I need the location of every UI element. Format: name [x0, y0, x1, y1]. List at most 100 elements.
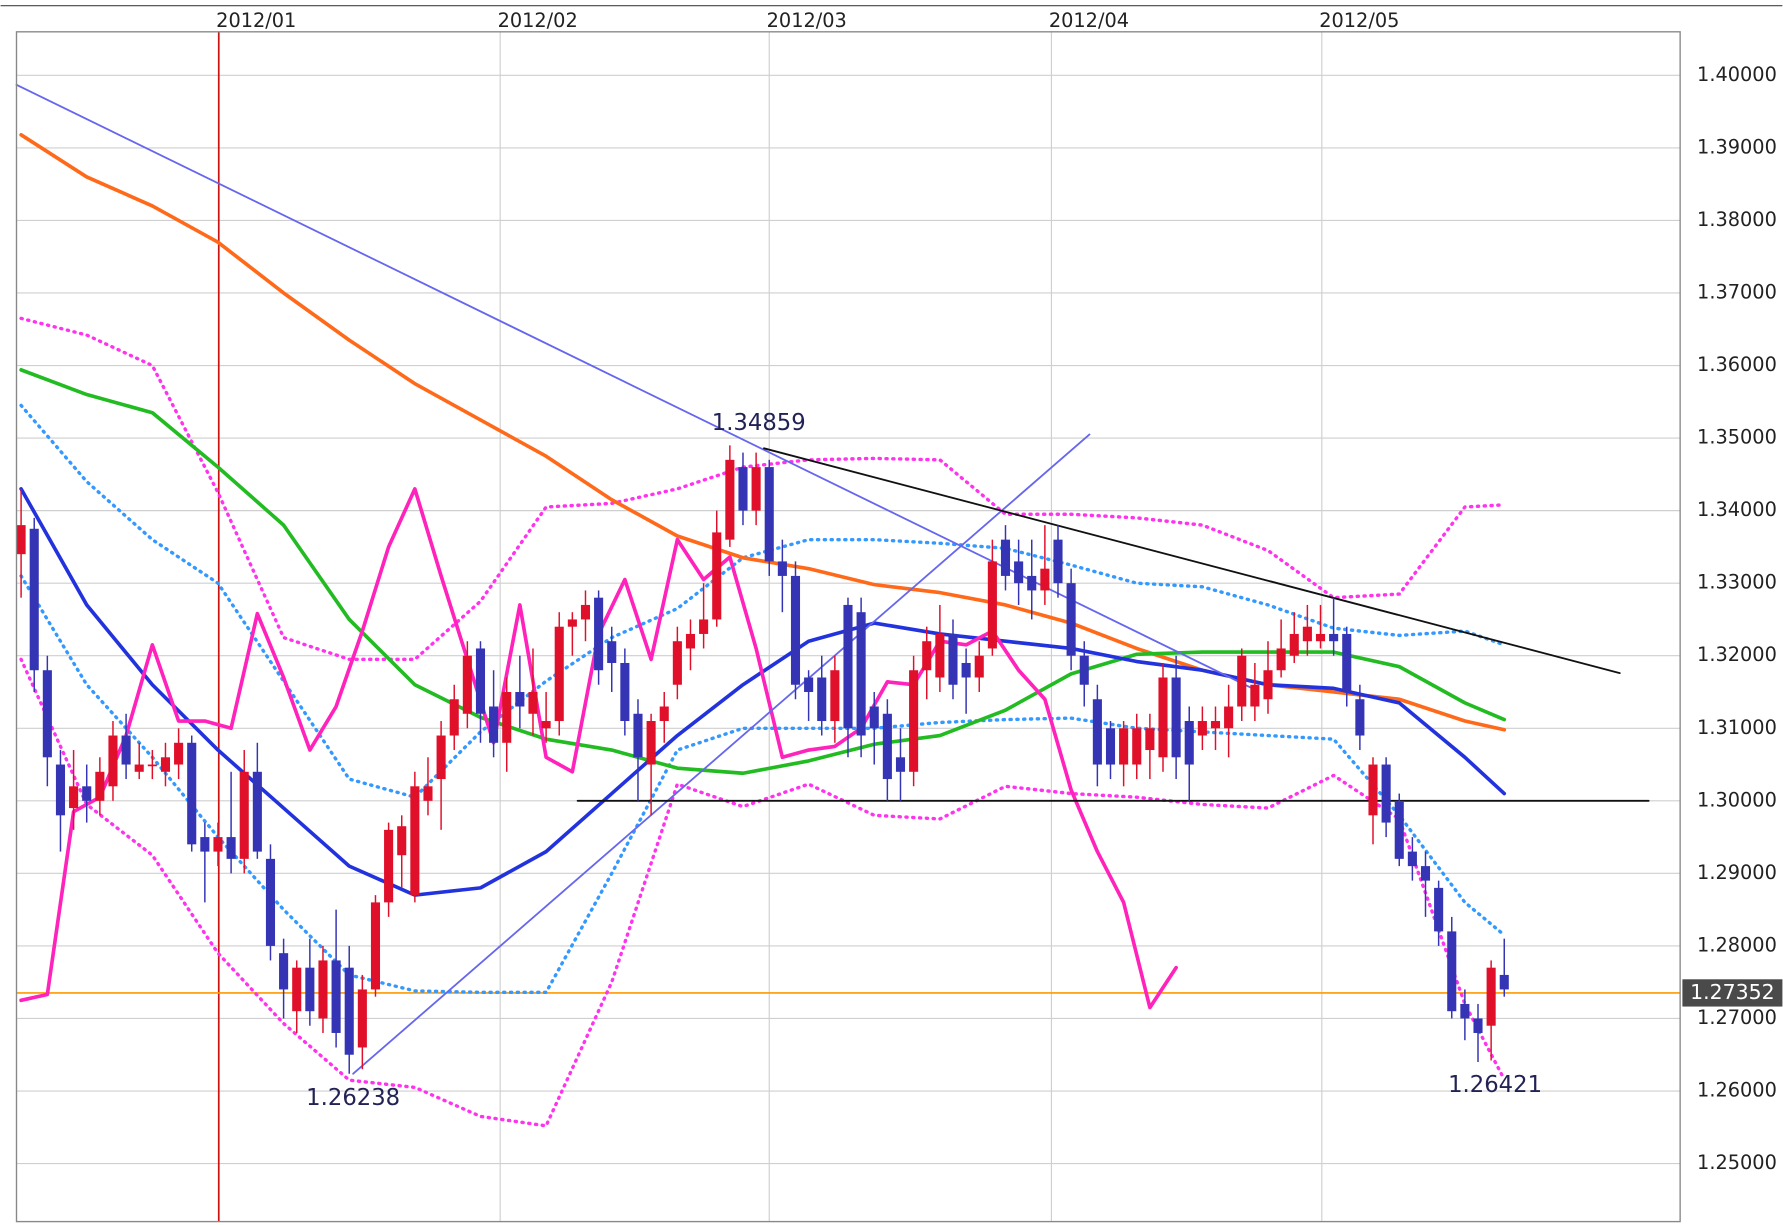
- candle-body: [594, 597, 604, 671]
- candle-body: [974, 655, 984, 678]
- candle-body: [69, 786, 79, 809]
- y-tick-label: 1.35000: [1697, 426, 1777, 449]
- candle-body: [1000, 539, 1011, 576]
- candle-body: [475, 648, 486, 714]
- candle-body: [134, 764, 144, 772]
- y-tick-label: 1.33000: [1697, 571, 1777, 594]
- y-tick-label: 1.37000: [1697, 280, 1777, 303]
- candle-body: [1434, 887, 1444, 932]
- plot-layer: [15, 31, 1681, 1222]
- candle-body: [699, 619, 709, 634]
- y-tick-label: 1.34000: [1697, 498, 1777, 521]
- x-tick-label: 2012/05: [1319, 9, 1399, 32]
- candle-body: [1420, 866, 1431, 881]
- candle-body: [1053, 539, 1063, 584]
- candle-body: [725, 459, 735, 540]
- candle-body: [1302, 626, 1312, 642]
- candle-body: [108, 735, 118, 787]
- candle-body: [121, 735, 131, 765]
- candle-body: [226, 837, 236, 859]
- candle-body: [213, 837, 223, 852]
- y-tick-label: 1.39000: [1697, 135, 1777, 158]
- candle-body: [987, 561, 997, 649]
- candle-body: [397, 826, 407, 856]
- candle-body: [1092, 699, 1102, 765]
- candle-body: [331, 960, 341, 1033]
- y-tick-label: 1.27000: [1697, 1006, 1777, 1029]
- candle-body: [869, 706, 879, 729]
- price-annotation: 1.26421: [1448, 1072, 1542, 1098]
- candle-body: [462, 655, 472, 714]
- candle-body: [1014, 561, 1024, 584]
- x-tick-label: 2012/04: [1049, 9, 1129, 32]
- candle-body: [1342, 633, 1352, 692]
- trend-line: [763, 447, 1621, 675]
- y-tick-label: 1.29000: [1697, 861, 1777, 884]
- candle-body: [567, 619, 577, 627]
- y-tick-label: 1.32000: [1697, 643, 1777, 666]
- candle-body: [265, 858, 276, 946]
- candle-body: [1499, 974, 1509, 990]
- candle-body: [279, 953, 289, 990]
- candle-body: [817, 677, 827, 722]
- candle-body: [646, 721, 656, 765]
- candle-body: [29, 528, 39, 671]
- candle-body: [790, 575, 801, 685]
- candle-body: [909, 670, 919, 772]
- candle-body: [357, 989, 367, 1048]
- candle-body: [804, 677, 814, 692]
- candle-body: [55, 764, 66, 816]
- candle-body: [344, 967, 354, 1055]
- y-tick-label: 1.26000: [1697, 1079, 1777, 1102]
- candle-body: [174, 742, 184, 765]
- y-tick-label: 1.40000: [1697, 63, 1777, 86]
- x-tick-label: 2012/02: [498, 9, 578, 32]
- band-line: [19, 316, 1506, 662]
- candle-body: [895, 757, 906, 772]
- candle-body: [1486, 967, 1496, 1026]
- candle-body: [1027, 575, 1037, 591]
- candle-body: [515, 691, 525, 707]
- candle-body: [1237, 655, 1247, 707]
- candle-body: [1066, 583, 1076, 656]
- candle-body: [200, 837, 210, 852]
- candle-body: [777, 561, 787, 576]
- candle-body: [1250, 684, 1260, 707]
- candle-body: [42, 670, 52, 758]
- candle-body: [738, 467, 748, 511]
- candle-body: [1079, 655, 1089, 685]
- candle-body: [1394, 800, 1404, 859]
- candle-body: [843, 604, 853, 729]
- candle-body: [1460, 1003, 1470, 1019]
- candle-body: [633, 713, 643, 758]
- candle-body: [502, 691, 512, 743]
- candle-body: [620, 662, 630, 722]
- candle-body: [751, 467, 761, 511]
- candle-body: [1355, 699, 1365, 736]
- price-annotation: 1.34859: [712, 410, 806, 436]
- average-line: [19, 487, 1507, 897]
- candle-body: [305, 967, 315, 1012]
- candle-body: [712, 532, 722, 620]
- last-price-label: 1.27352: [1690, 980, 1775, 1004]
- candle-body: [1315, 633, 1326, 642]
- label-layer: 1.25000 1.26000 1.27000 1.28000 1.29000 1.300…: [216, 9, 1783, 1174]
- candle-body: [1158, 677, 1168, 758]
- candle-body: [1263, 670, 1273, 700]
- candle-body: [489, 706, 499, 743]
- candle-body: [1145, 728, 1155, 751]
- candle-body: [1171, 677, 1181, 758]
- candle-body: [1210, 721, 1221, 729]
- candle-body: [1119, 728, 1129, 765]
- candle-body: [187, 742, 197, 845]
- y-tick-label: 1.38000: [1697, 208, 1777, 231]
- candle-body: [370, 902, 381, 990]
- y-tick-label: 1.25000: [1697, 1151, 1777, 1174]
- candle-body: [607, 641, 617, 663]
- candle-body: [1329, 633, 1339, 642]
- candle-body: [436, 735, 446, 780]
- candle-body: [82, 786, 92, 801]
- candle-body: [882, 713, 892, 780]
